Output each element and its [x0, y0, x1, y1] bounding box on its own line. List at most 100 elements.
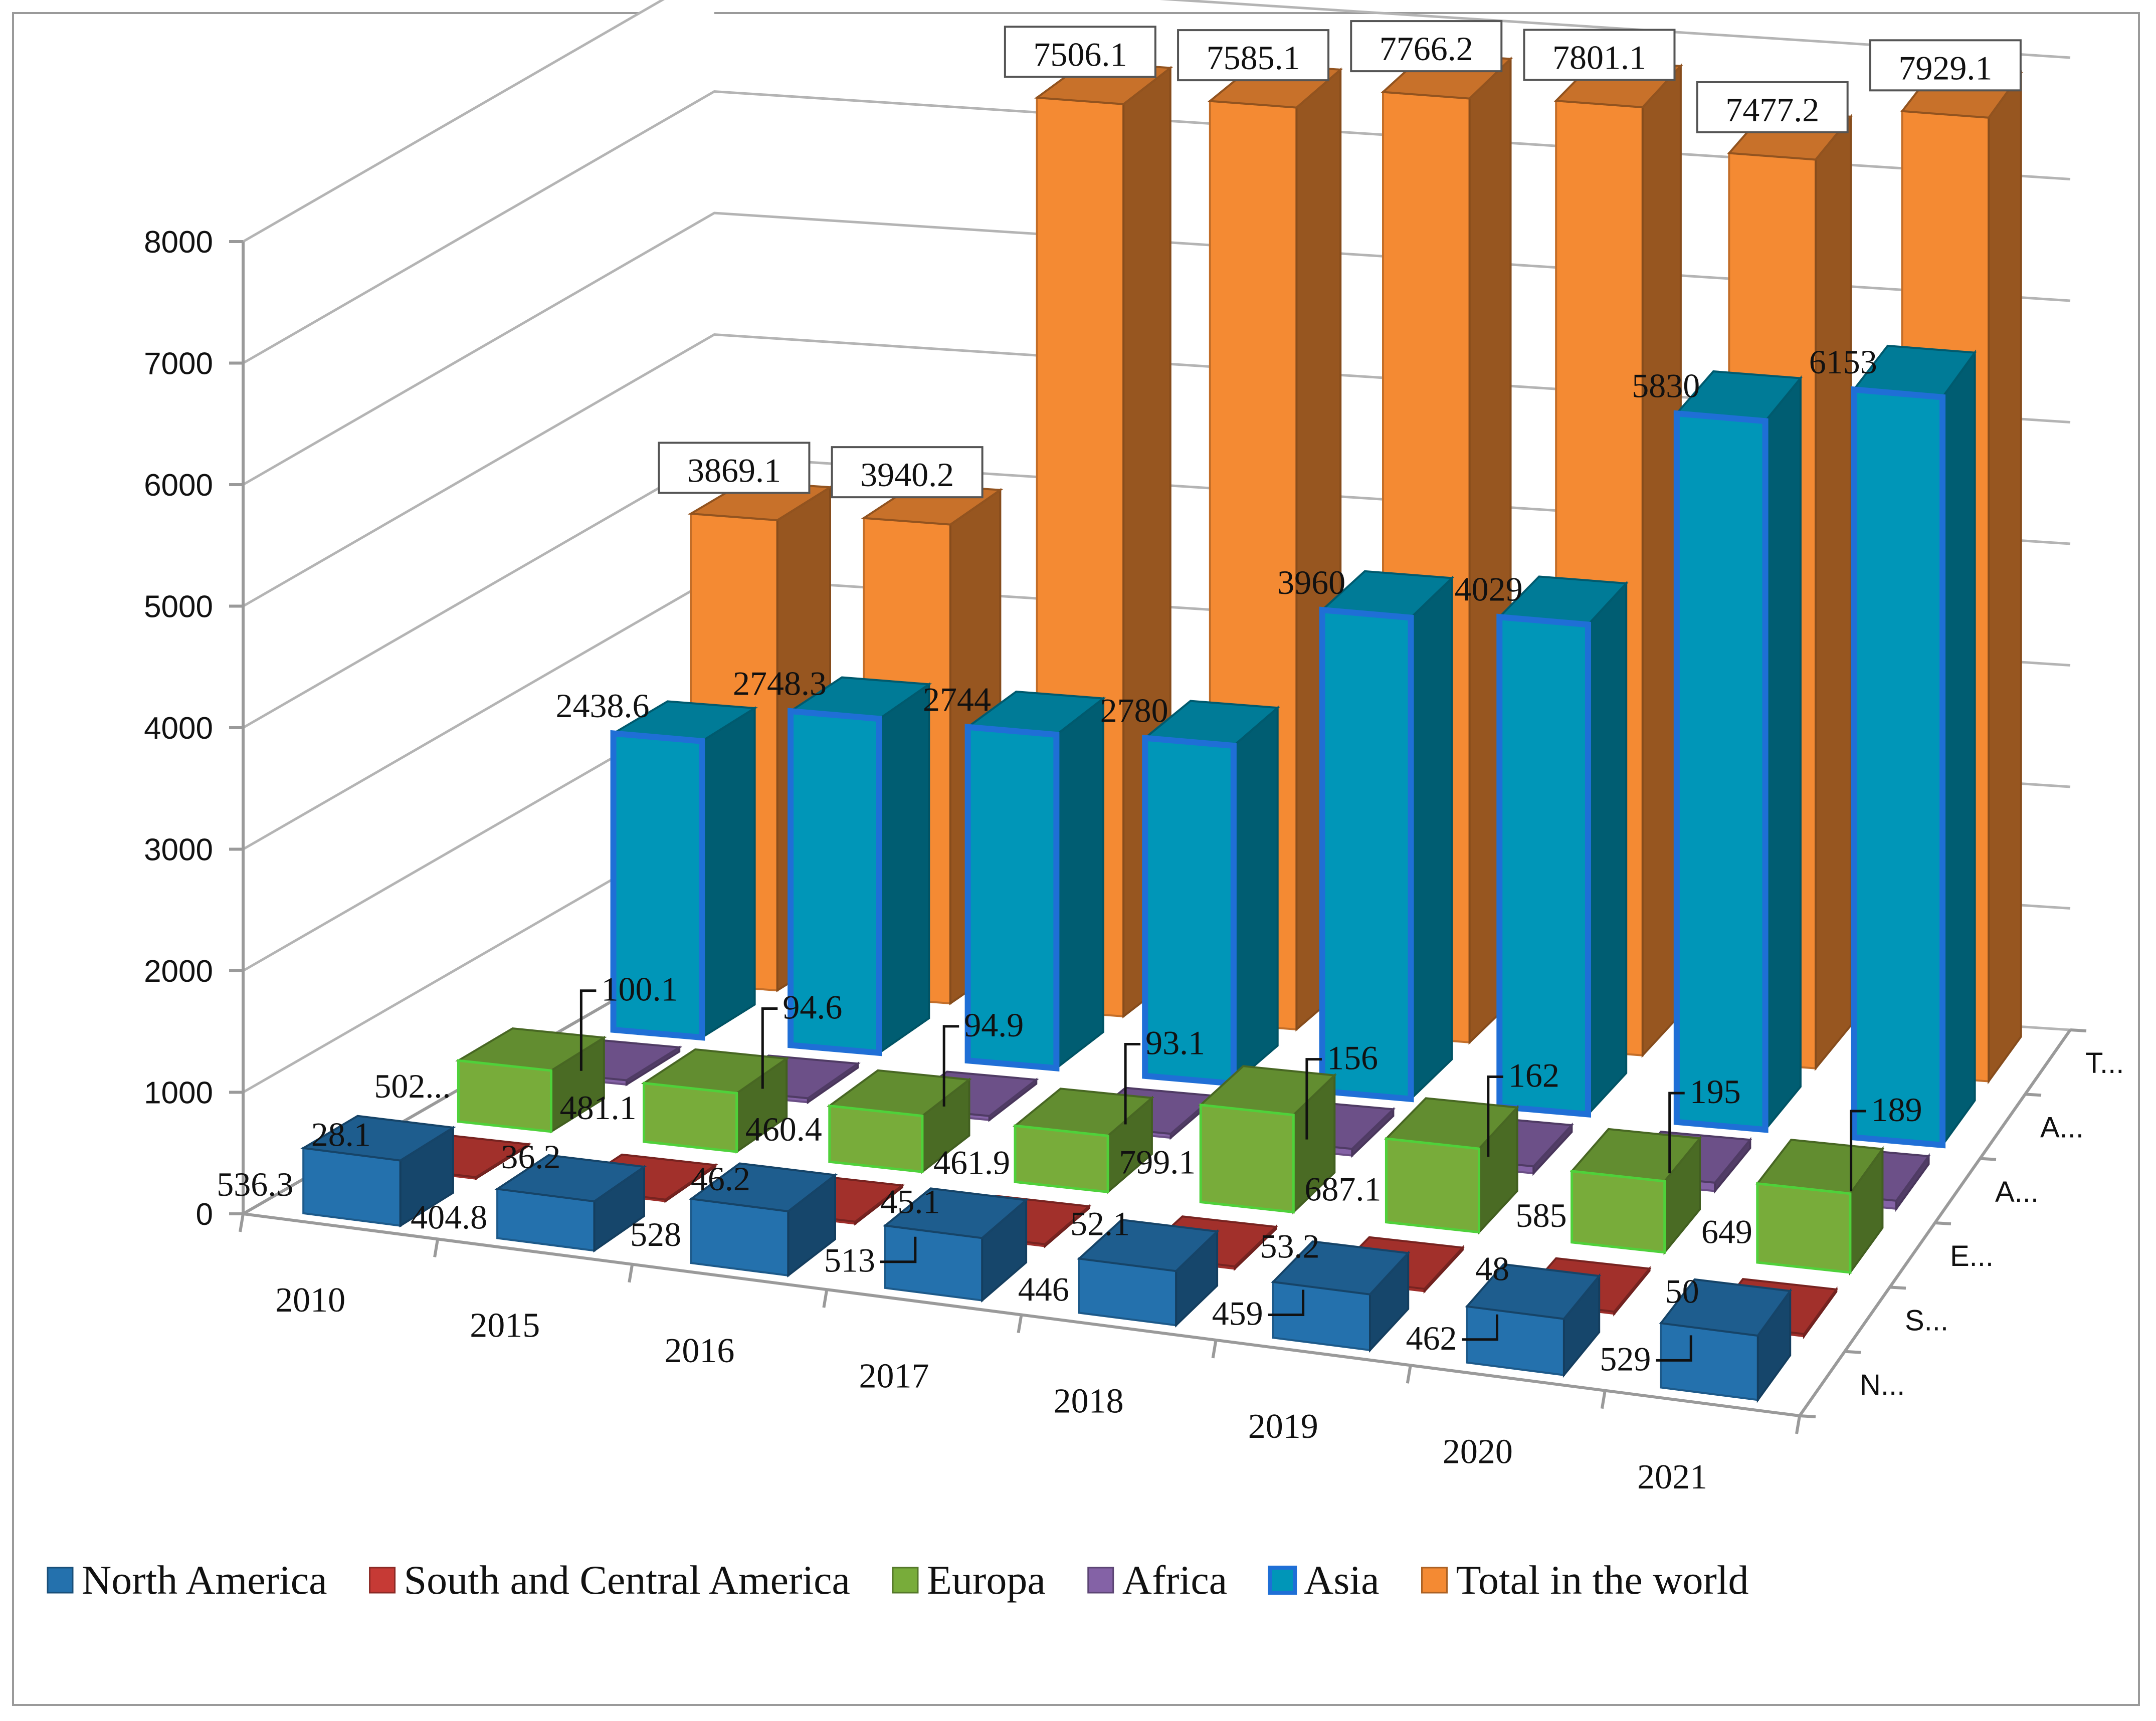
leader-line — [1124, 1043, 1141, 1125]
data-label-total-in-the-world: 7506.1 — [1033, 35, 1127, 73]
data-label-asia: 2748.3 — [733, 665, 827, 703]
depth-tick-mark — [1980, 1157, 1997, 1161]
bar-side — [701, 706, 756, 1039]
bar-front — [1385, 1137, 1480, 1233]
bar-outline — [610, 730, 705, 1041]
leader-line — [1305, 1058, 1322, 1140]
bar-side — [1764, 375, 1802, 1133]
bar-front — [643, 1082, 738, 1153]
data-label-north-america: 446 — [1018, 1270, 1069, 1308]
data-label-south-and-central-america: 36.2 — [501, 1138, 560, 1176]
bar-north-america-2010 — [300, 1115, 456, 1228]
data-label-box — [1523, 29, 1676, 81]
leader-line — [1487, 1075, 1503, 1157]
x-tick-mark — [1017, 1315, 1023, 1333]
depth-tick-mark — [1889, 1285, 1906, 1290]
bar-front — [1321, 608, 1412, 1100]
bar-asia-2019 — [1496, 575, 1629, 1118]
data-label-asia: 2780 — [1100, 691, 1168, 729]
bar-outline — [1571, 1170, 1666, 1254]
y-tick-label: 7000 — [144, 347, 213, 381]
bar-asia-2016 — [964, 690, 1106, 1071]
legend-swatch — [1268, 1566, 1297, 1595]
legend-item-south-and-central-america: South and Central America — [369, 1557, 850, 1603]
x-tick-label: 2019 — [1248, 1407, 1318, 1446]
data-label-total-in-the-world: 7585.1 — [1207, 39, 1300, 77]
x-tick-label: 2021 — [1637, 1458, 1707, 1496]
legend-swatch — [1421, 1567, 1448, 1594]
bar-north-america-2021 — [1659, 1278, 1792, 1403]
leader-line — [1668, 1092, 1685, 1174]
depth-tick-mark — [1799, 1414, 1816, 1418]
x-tick-mark — [1600, 1390, 1607, 1409]
bar-side — [1410, 575, 1453, 1102]
bar-north-america-2019 — [1271, 1240, 1411, 1353]
depth-tick-label: N... — [1860, 1369, 1905, 1401]
leader-line — [761, 1007, 778, 1089]
bar-outline — [1014, 1124, 1109, 1194]
x-tick-mark — [433, 1238, 440, 1257]
data-label-africa: 189 — [1871, 1091, 1922, 1129]
depth-tick-label: A... — [1995, 1176, 2039, 1208]
bar-outline — [964, 724, 1060, 1071]
data-label-south-and-central-america: 28.1 — [311, 1115, 371, 1153]
bar-top — [882, 1187, 1029, 1239]
bar-outline — [1756, 1182, 1852, 1274]
data-label-total-in-the-world: 7801.1 — [1552, 39, 1646, 77]
data-label-africa: 156 — [1327, 1039, 1378, 1077]
legend-label: Asia — [1304, 1557, 1379, 1603]
bar-outline — [457, 1059, 552, 1133]
legend-label: Total in the world — [1456, 1557, 1748, 1603]
data-label-south-and-central-america: 45.1 — [880, 1182, 940, 1220]
bar-europa-2020 — [1570, 1128, 1702, 1255]
data-label-total-in-the-world: 3940.2 — [860, 456, 954, 494]
bar-top — [1659, 1278, 1792, 1337]
depth-tick-label: T... — [2085, 1047, 2124, 1080]
data-label-total-in-the-world: 7929.1 — [1898, 49, 1992, 87]
bar-outline — [1496, 613, 1591, 1118]
bar-asia-2021 — [1851, 344, 1977, 1149]
bar-outline — [1199, 1103, 1295, 1214]
bar-side — [1815, 114, 1852, 1071]
data-label-europa: 799.1 — [1119, 1143, 1196, 1181]
data-label-africa: 94.9 — [964, 1006, 1024, 1044]
data-label-north-america: 462 — [1406, 1319, 1457, 1357]
x-tick-label: 2010 — [275, 1281, 345, 1320]
legend-swatch — [892, 1567, 919, 1594]
data-label-south-and-central-america: 52.1 — [1070, 1205, 1130, 1243]
data-label-africa: 94.6 — [782, 988, 842, 1026]
bar-europa-2016 — [827, 1069, 972, 1174]
y-tick-label: 1000 — [144, 1076, 213, 1111]
depth-tick-mark — [1934, 1221, 1951, 1225]
x-tick-mark — [628, 1264, 634, 1283]
bar-side — [1055, 696, 1104, 1070]
data-label-asia: 6153 — [1809, 343, 1877, 381]
data-label-box — [1869, 39, 2022, 92]
depth-tick-mark — [2070, 1028, 2087, 1032]
bar-outline — [643, 1082, 738, 1153]
bar-front — [1571, 1170, 1666, 1254]
bar-europa-2015 — [641, 1048, 790, 1154]
legend-item-africa: Africa — [1087, 1557, 1227, 1603]
bar-front — [1498, 615, 1589, 1116]
bar-europa-2018 — [1198, 1065, 1337, 1215]
leader-line — [880, 1236, 917, 1263]
legend-label: Europa — [927, 1557, 1046, 1603]
bar-north-america-2018 — [1077, 1218, 1220, 1328]
data-label-asia: 3960 — [1277, 563, 1345, 601]
legend-swatch — [369, 1567, 396, 1594]
y-tick-label: 6000 — [144, 468, 213, 503]
x-tick-mark — [239, 1213, 245, 1232]
bar-top — [1271, 1240, 1411, 1296]
y-tick-label: 5000 — [144, 590, 213, 624]
bar-side — [1988, 70, 2022, 1085]
bar-top — [300, 1115, 456, 1162]
data-label-europa: 460.4 — [745, 1110, 822, 1148]
data-label-europa: 502... — [374, 1067, 451, 1105]
bar-top — [494, 1154, 647, 1203]
legend-item-asia: Asia — [1268, 1557, 1379, 1603]
data-label-africa: 93.1 — [1145, 1023, 1205, 1061]
depth-tick-label: S... — [1905, 1305, 1948, 1337]
x-tick-mark — [822, 1289, 829, 1308]
bar-front — [457, 1059, 552, 1133]
